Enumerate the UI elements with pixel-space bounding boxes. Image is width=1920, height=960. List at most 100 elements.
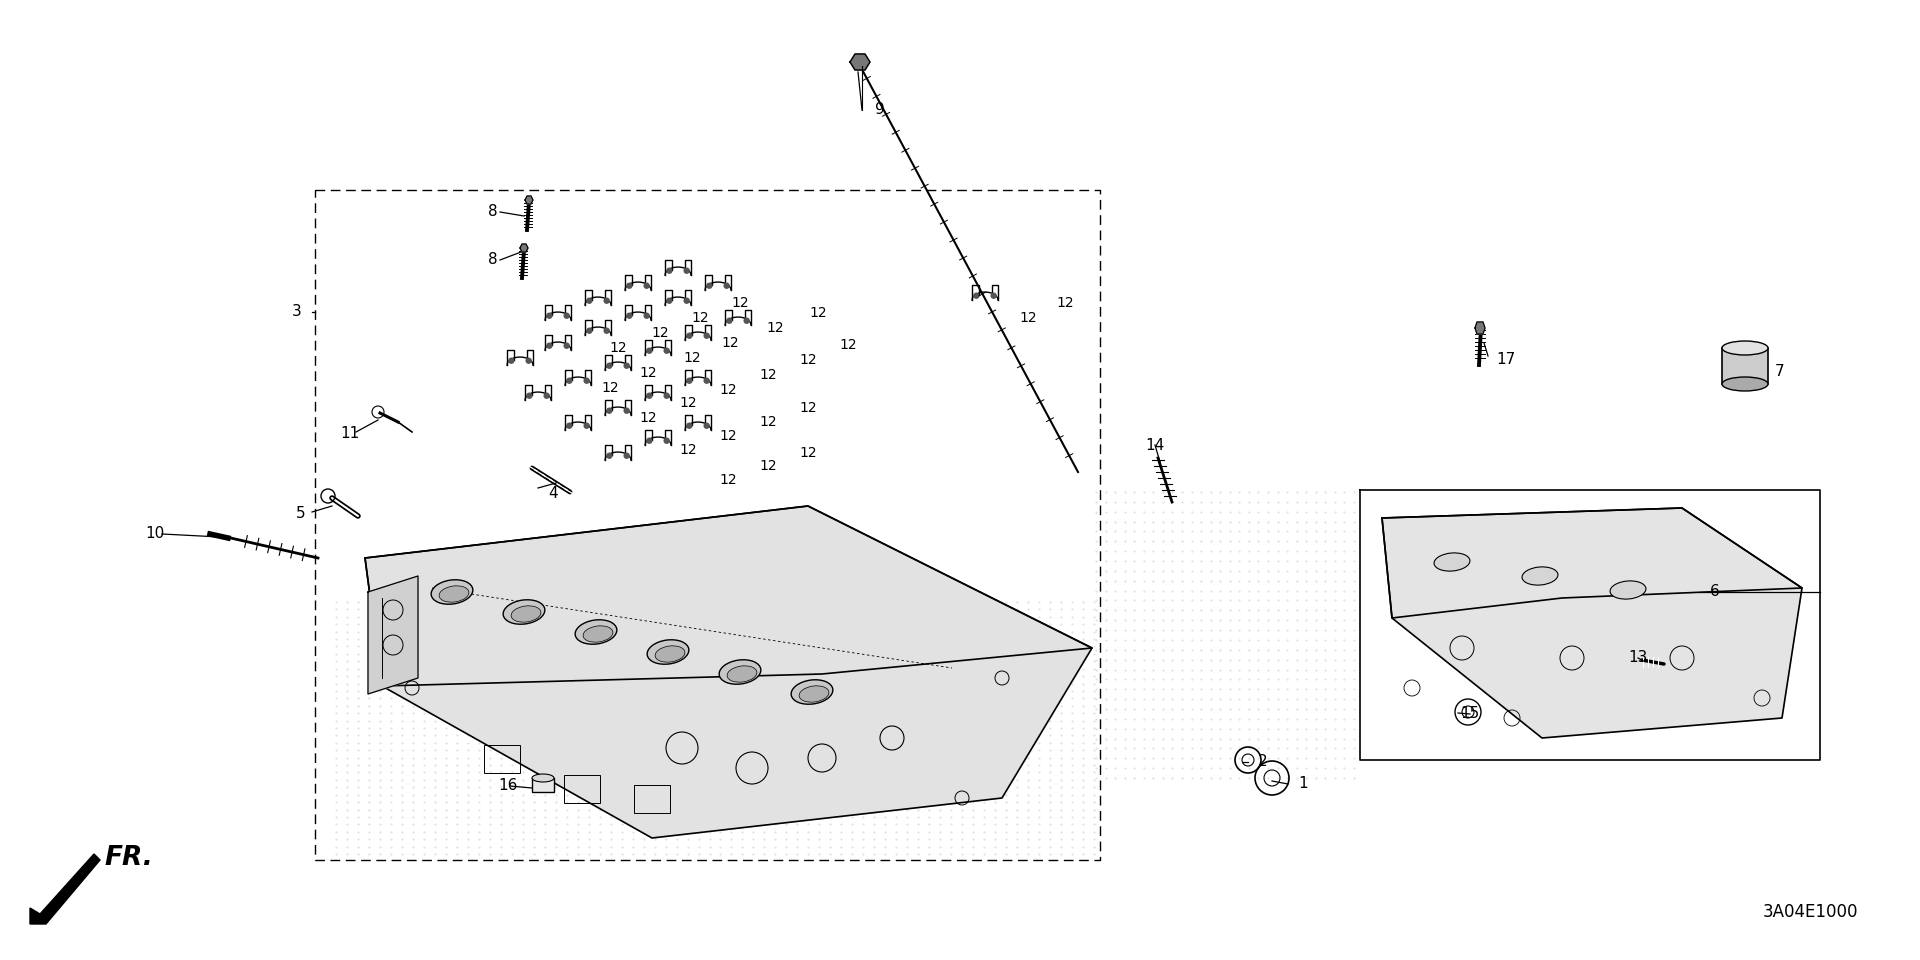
Circle shape	[526, 358, 532, 363]
Circle shape	[647, 348, 651, 353]
Polygon shape	[520, 244, 528, 252]
Ellipse shape	[503, 600, 545, 624]
Text: 12: 12	[720, 383, 737, 397]
Circle shape	[666, 268, 672, 274]
Text: 17: 17	[1496, 352, 1515, 368]
Circle shape	[607, 363, 612, 369]
Circle shape	[626, 313, 632, 318]
Text: 12: 12	[720, 473, 737, 487]
Text: 12: 12	[758, 415, 778, 429]
Circle shape	[624, 408, 630, 413]
Circle shape	[588, 299, 591, 303]
Circle shape	[588, 328, 591, 333]
Circle shape	[724, 283, 730, 288]
Circle shape	[526, 394, 532, 398]
Text: 12: 12	[684, 351, 701, 365]
Circle shape	[566, 423, 572, 428]
Circle shape	[684, 268, 689, 274]
Text: 2: 2	[1258, 755, 1267, 770]
Text: 8: 8	[488, 252, 497, 268]
Text: 12: 12	[609, 341, 626, 355]
Polygon shape	[851, 54, 870, 70]
Circle shape	[687, 423, 691, 428]
Circle shape	[745, 318, 749, 324]
Circle shape	[566, 378, 572, 383]
Text: 12: 12	[639, 411, 657, 425]
Text: 12: 12	[799, 353, 816, 367]
Text: 12: 12	[839, 338, 856, 352]
Text: 12: 12	[722, 336, 739, 350]
Circle shape	[664, 394, 670, 398]
Circle shape	[584, 423, 589, 428]
Text: 12: 12	[680, 396, 697, 410]
Polygon shape	[1475, 322, 1484, 334]
Ellipse shape	[1523, 567, 1557, 585]
Bar	[532, 778, 555, 792]
Ellipse shape	[1722, 341, 1768, 355]
Ellipse shape	[432, 580, 472, 604]
Circle shape	[705, 333, 708, 338]
Circle shape	[728, 318, 732, 324]
Text: 5: 5	[296, 507, 305, 521]
Text: 12: 12	[691, 311, 708, 325]
Text: 12: 12	[1020, 311, 1037, 325]
Circle shape	[705, 378, 708, 383]
Text: 12: 12	[639, 366, 657, 380]
Circle shape	[547, 344, 551, 348]
Polygon shape	[1382, 508, 1803, 618]
Polygon shape	[369, 576, 419, 694]
Circle shape	[584, 378, 589, 383]
Circle shape	[666, 299, 672, 303]
Text: 16: 16	[497, 779, 516, 794]
Circle shape	[645, 313, 649, 318]
Circle shape	[607, 408, 612, 413]
Ellipse shape	[1611, 581, 1645, 599]
Text: 4: 4	[547, 486, 557, 500]
Text: 9: 9	[876, 103, 885, 117]
Circle shape	[684, 299, 689, 303]
Circle shape	[605, 299, 609, 303]
Text: 12: 12	[758, 459, 778, 473]
Text: 11: 11	[340, 426, 359, 442]
Bar	[564, 775, 599, 803]
Text: 12: 12	[1056, 296, 1073, 310]
Circle shape	[647, 438, 651, 444]
Text: 12: 12	[732, 296, 749, 310]
Polygon shape	[365, 506, 1092, 686]
Ellipse shape	[1434, 553, 1471, 571]
Ellipse shape	[728, 666, 756, 683]
Ellipse shape	[1722, 377, 1768, 391]
Circle shape	[564, 313, 568, 318]
Polygon shape	[365, 506, 1092, 838]
Ellipse shape	[440, 586, 468, 602]
Circle shape	[707, 283, 712, 288]
Circle shape	[664, 348, 670, 353]
Text: 12: 12	[651, 326, 668, 340]
Text: 3: 3	[292, 304, 301, 320]
Text: FR.: FR.	[104, 845, 154, 871]
Ellipse shape	[584, 626, 612, 642]
Text: 12: 12	[680, 443, 697, 457]
Circle shape	[991, 293, 996, 299]
Text: 12: 12	[799, 401, 816, 415]
Circle shape	[624, 453, 630, 458]
Ellipse shape	[791, 680, 833, 705]
Ellipse shape	[647, 639, 689, 664]
Text: 15: 15	[1459, 707, 1478, 722]
Bar	[634, 785, 670, 813]
Text: 12: 12	[808, 306, 828, 320]
Ellipse shape	[532, 774, 555, 782]
Text: 14: 14	[1144, 438, 1164, 452]
Text: 12: 12	[758, 368, 778, 382]
Text: 6: 6	[1711, 585, 1720, 599]
Circle shape	[564, 344, 568, 348]
Circle shape	[624, 363, 630, 369]
Ellipse shape	[799, 685, 829, 702]
Circle shape	[607, 453, 612, 458]
Bar	[484, 745, 520, 773]
Circle shape	[687, 378, 691, 383]
Text: 8: 8	[488, 204, 497, 220]
Ellipse shape	[720, 660, 760, 684]
Polygon shape	[524, 196, 534, 204]
Text: 1: 1	[1298, 777, 1308, 791]
